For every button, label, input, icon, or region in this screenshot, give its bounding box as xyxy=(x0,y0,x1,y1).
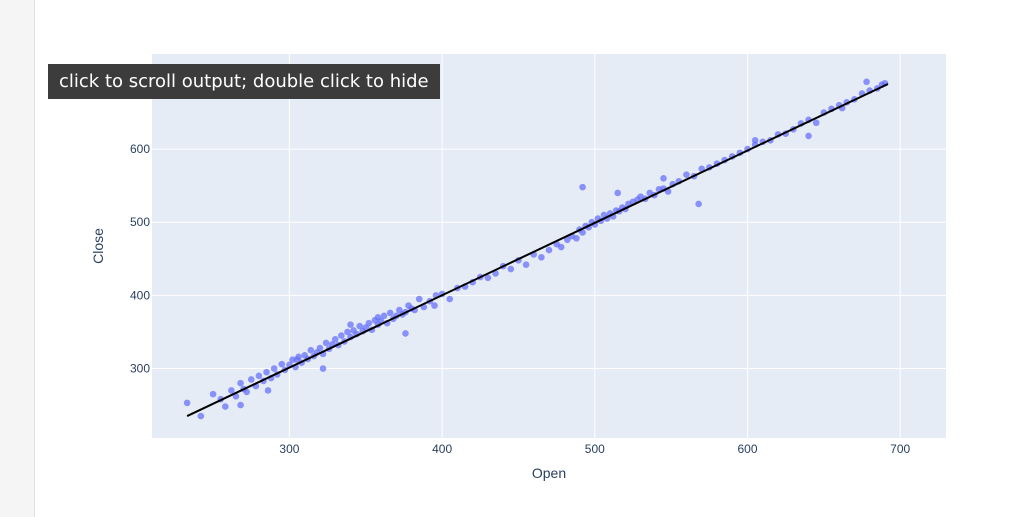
data-point xyxy=(237,379,244,387)
data-point xyxy=(237,401,244,409)
data-point xyxy=(183,399,191,407)
data-point xyxy=(614,189,622,197)
scatter-plot[interactable]: 300 400 500 600 700 300 400 500 600 Open Close xyxy=(36,0,1024,517)
x-tick-label: 700 xyxy=(890,442,910,456)
data-point xyxy=(270,365,278,372)
data-point xyxy=(356,322,363,330)
x-tick-label: 500 xyxy=(585,442,605,456)
data-point xyxy=(564,236,571,244)
data-point xyxy=(263,368,270,376)
y-tick-label: 400 xyxy=(130,288,150,302)
data-point xyxy=(221,403,229,410)
y-axis-ticks: 300 400 500 600 xyxy=(130,142,150,375)
data-point xyxy=(316,344,324,352)
data-point xyxy=(293,356,301,364)
data-point xyxy=(347,321,354,328)
data-point xyxy=(278,360,286,368)
trendline xyxy=(186,83,889,417)
data-point xyxy=(319,365,327,372)
data-point xyxy=(522,261,530,268)
data-point xyxy=(374,314,382,321)
data-point xyxy=(380,312,388,320)
data-points xyxy=(183,78,889,420)
data-point xyxy=(365,319,373,327)
data-point xyxy=(660,175,667,182)
data-point xyxy=(228,387,235,394)
x-axis-ticks: 300 400 500 600 700 xyxy=(279,442,910,456)
data-point xyxy=(255,372,263,380)
data-point xyxy=(209,390,217,398)
data-point xyxy=(805,132,812,140)
scroll-output-tooltip: click to scroll output; double click to … xyxy=(48,64,440,99)
data-point xyxy=(557,243,565,251)
data-point xyxy=(683,171,690,178)
data-point xyxy=(695,200,702,208)
y-tick-label: 600 xyxy=(130,142,150,156)
data-point xyxy=(402,330,409,337)
data-point xyxy=(812,119,820,127)
x-axis-title: Open xyxy=(532,465,566,481)
data-point xyxy=(863,78,870,86)
data-point xyxy=(507,265,515,273)
data-point xyxy=(386,309,394,317)
data-point xyxy=(545,246,553,254)
x-tick-label: 300 xyxy=(279,442,299,456)
data-point xyxy=(415,295,423,303)
data-point xyxy=(338,332,345,339)
data-point xyxy=(484,274,492,282)
data-point xyxy=(322,339,330,347)
x-tick-label: 600 xyxy=(737,442,757,456)
data-point xyxy=(538,254,545,261)
data-point xyxy=(579,229,586,236)
data-point xyxy=(344,328,351,336)
y-tick-label: 300 xyxy=(130,362,150,376)
x-tick-label: 400 xyxy=(432,442,452,456)
trendlines xyxy=(186,83,889,417)
data-point xyxy=(264,387,272,394)
notebook-gutter xyxy=(0,0,35,517)
data-point xyxy=(579,183,586,191)
data-point xyxy=(331,335,339,343)
y-tick-label: 500 xyxy=(130,215,150,229)
cell-output-area[interactable]: 300 400 500 600 700 300 400 500 600 Open Close xyxy=(36,0,1024,517)
data-point xyxy=(289,356,296,364)
data-point xyxy=(243,388,250,396)
plot-area xyxy=(152,54,946,438)
data-point xyxy=(446,295,454,303)
y-axis-title: Close xyxy=(90,228,106,264)
data-point xyxy=(247,376,255,383)
data-point xyxy=(431,302,438,309)
data-point xyxy=(751,137,759,144)
data-point xyxy=(307,346,315,354)
data-point xyxy=(573,235,580,242)
data-point xyxy=(197,412,205,420)
